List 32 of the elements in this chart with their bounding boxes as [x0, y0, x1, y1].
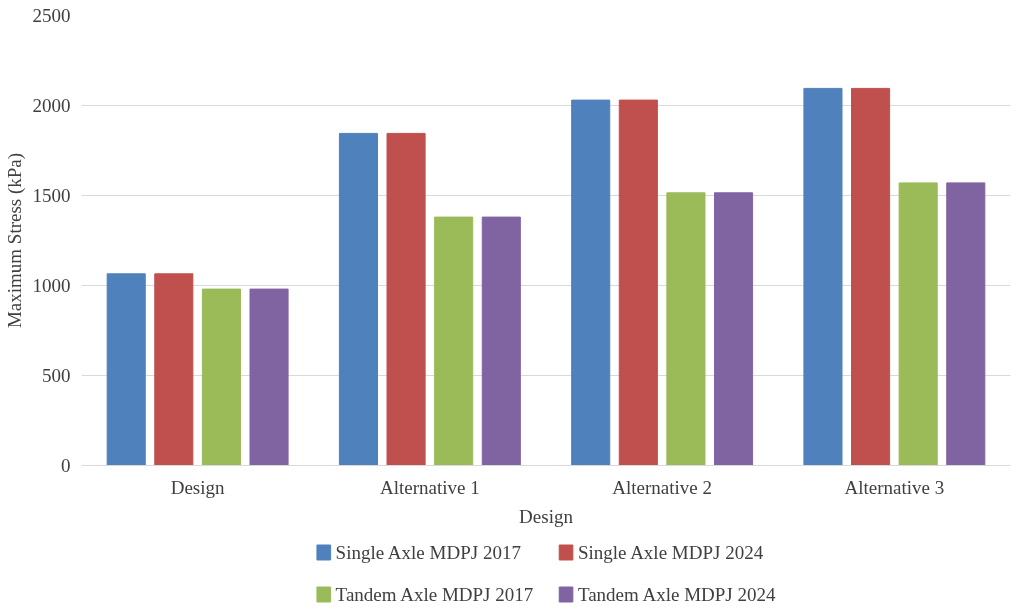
bar [386, 132, 426, 466]
x-tick-label: Design [170, 476, 226, 498]
y-tick-label: 2000 [32, 95, 71, 116]
bar [666, 192, 706, 466]
bar [154, 273, 194, 466]
bar [201, 288, 241, 466]
bar [434, 216, 474, 466]
bar [106, 273, 146, 466]
y-tick-label: 1500 [32, 185, 71, 206]
y-tick-label: 2500 [32, 5, 71, 26]
x-tick-label: Alternative 1 [380, 476, 480, 498]
y-tick-label: 1000 [32, 275, 71, 296]
bar [571, 99, 611, 466]
legend-label: Tandem Axle MDPJ 2024 [577, 584, 777, 605]
x-tick-label: Alternative 3 [844, 476, 945, 498]
x-axis-title: Design [519, 505, 574, 527]
bar [803, 87, 843, 466]
y-tick-label: 0 [61, 455, 71, 476]
bar [946, 182, 986, 466]
bar [338, 132, 378, 466]
bar [618, 99, 658, 466]
bar [249, 288, 289, 466]
bar [481, 216, 521, 466]
bar [714, 192, 754, 466]
legend-label: Single Axle MDPJ 2017 [335, 542, 521, 563]
y-axis-title: Maximum Stress (kPa) [3, 152, 26, 329]
legend-label: Single Axle MDPJ 2024 [577, 542, 764, 563]
bar [898, 182, 938, 466]
legend-label: Tandem Axle MDPJ 2017 [335, 584, 534, 605]
bar [851, 87, 891, 466]
x-tick-label: Alternative 2 [612, 476, 712, 498]
y-tick-label: 500 [42, 365, 71, 386]
